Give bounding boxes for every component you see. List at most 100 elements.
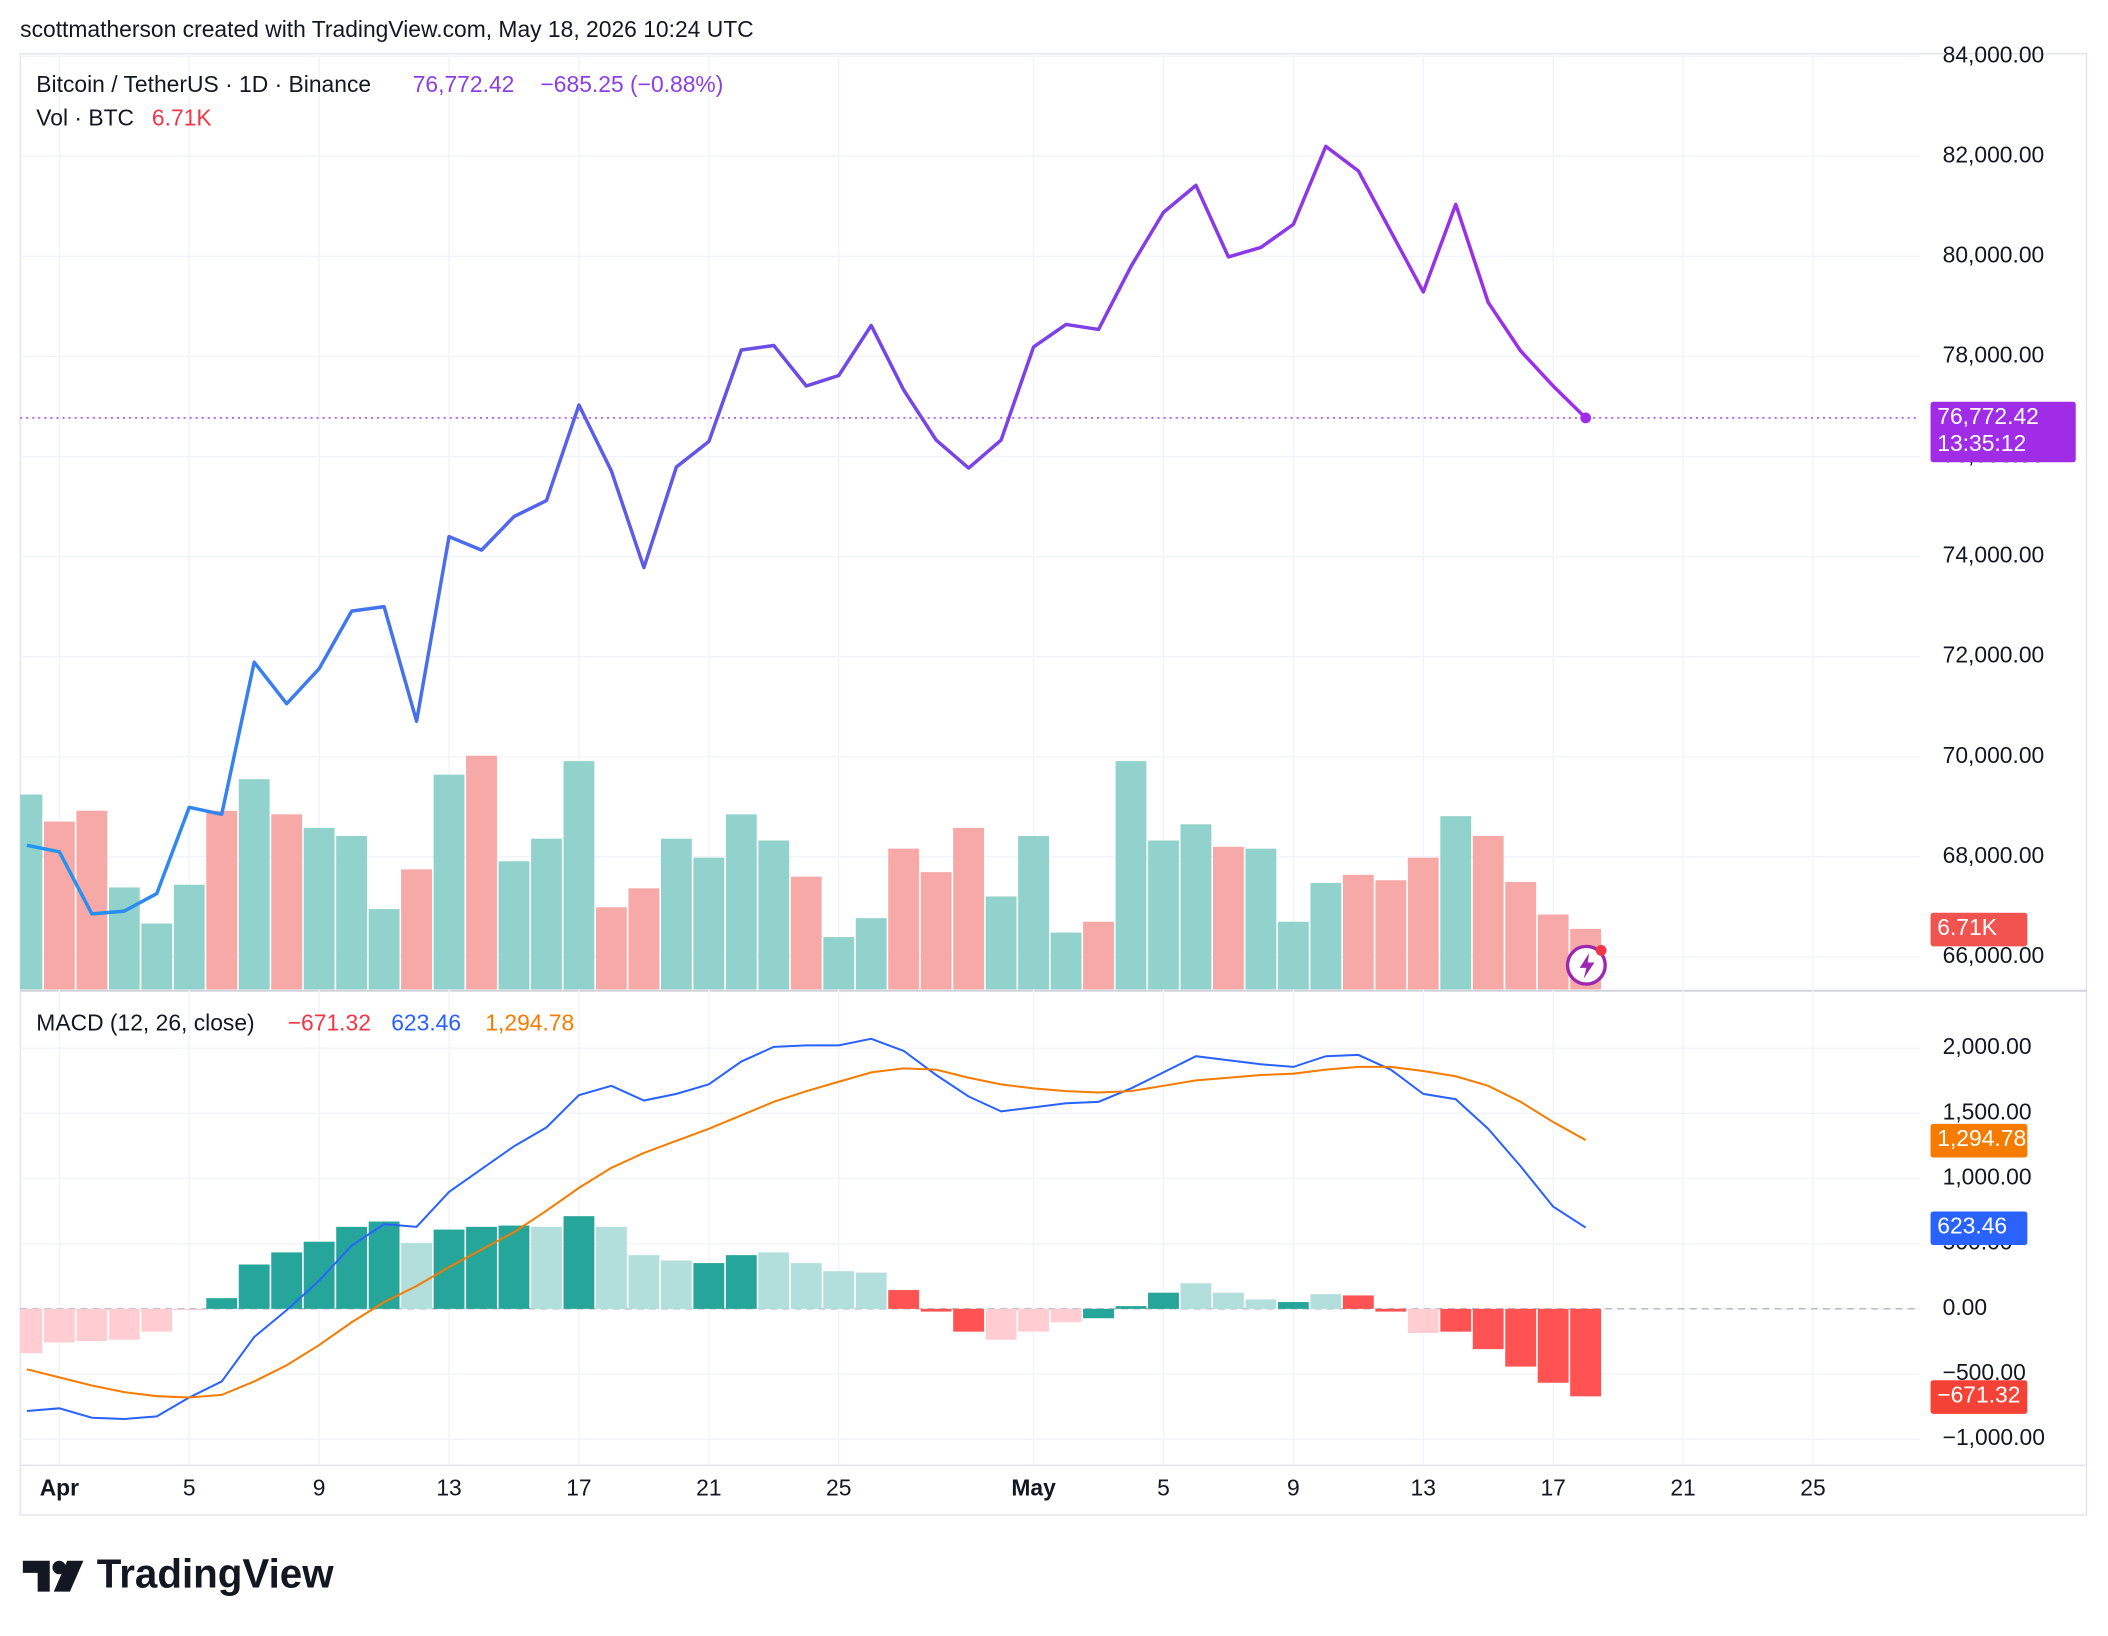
y-tick-label: −1,000.00 <box>1943 1424 2045 1450</box>
histogram-bar <box>1440 1308 1472 1332</box>
brand-name: TradingView <box>97 1551 334 1597</box>
histogram-bar <box>466 1226 497 1309</box>
histogram-bar <box>401 1243 433 1309</box>
badge-label: 1,294.78 <box>1937 1125 2026 1151</box>
volume-bar <box>1148 840 1179 990</box>
price-line <box>26 144 1587 916</box>
histogram-bar <box>1570 1308 1602 1397</box>
volume-bar <box>466 755 497 990</box>
volume-bar <box>76 810 108 990</box>
histogram-bar <box>433 1229 465 1309</box>
price-badge <box>1930 1380 2028 1414</box>
y-tick-label: 0.00 <box>1943 1294 1987 1320</box>
y-tick-label: 84,000.00 <box>1943 41 2045 67</box>
legend-close: 76,772.42 <box>413 71 515 97</box>
x-tick-label: 21 <box>1670 1475 1695 1501</box>
volume-bar <box>1440 816 1472 990</box>
macd-title: MACD (12, 26, close) <box>36 1009 254 1035</box>
y-tick-label: 1,500.00 <box>1943 1098 2032 1124</box>
legend-volume: 6.71K <box>152 105 212 131</box>
x-tick-label: May <box>1011 1475 1056 1501</box>
x-tick-label: 25 <box>1800 1475 1825 1501</box>
histogram-bar <box>1375 1308 1407 1312</box>
x-tick-label: 5 <box>183 1475 196 1501</box>
volume-bar <box>1342 874 1374 990</box>
volume-bar <box>953 827 985 990</box>
volume-bar <box>1310 882 1342 990</box>
histogram-bar <box>1505 1308 1537 1367</box>
volume-bar <box>660 838 692 990</box>
histogram-bar <box>888 1290 920 1309</box>
brand-logo: TradingView <box>22 1551 334 1597</box>
volume-bar <box>141 923 173 990</box>
histogram-bar <box>920 1308 952 1312</box>
histogram-bar <box>855 1272 887 1309</box>
histogram-bar <box>1115 1306 1147 1309</box>
x-tick-label: 21 <box>696 1475 721 1501</box>
chart-frame <box>19 53 2088 1516</box>
x-tick-label: 25 <box>826 1475 851 1501</box>
volume-bar <box>1245 848 1277 990</box>
volume-bar <box>433 774 465 990</box>
volume-bar <box>823 937 855 990</box>
volume-bar <box>888 848 920 990</box>
volume-bar <box>1407 857 1439 990</box>
symbol-title: Bitcoin / TetherUS · 1D · Binance <box>36 71 371 97</box>
histogram-bar <box>271 1252 303 1309</box>
volume-title: Vol · BTC <box>36 105 134 131</box>
volume-bar <box>1018 836 1050 990</box>
macd-line <box>26 1065 1587 1399</box>
volume-bar <box>271 814 303 990</box>
volume-bar <box>1083 921 1114 990</box>
badge-label: 623.46 <box>1937 1213 2007 1239</box>
volume-bar <box>563 761 595 990</box>
histogram-bar <box>238 1264 270 1309</box>
histogram-bar <box>790 1263 822 1309</box>
histogram-bar <box>595 1226 627 1309</box>
alert-icon[interactable] <box>1565 944 1607 986</box>
histogram-bar <box>108 1308 140 1340</box>
x-tick-label: 13 <box>1411 1475 1436 1501</box>
histogram-bar <box>1212 1292 1244 1309</box>
price-pane <box>20 144 1920 916</box>
x-tick-label: 9 <box>313 1475 326 1501</box>
histogram-bar <box>1310 1294 1342 1309</box>
histogram-bar <box>1277 1302 1309 1309</box>
x-tick-label: 9 <box>1287 1475 1300 1501</box>
volume-bar <box>1050 932 1082 990</box>
price-badge <box>1930 1123 2028 1158</box>
histogram-bar <box>303 1241 335 1309</box>
histogram-bar <box>1245 1299 1277 1309</box>
histogram-bar <box>1018 1308 1050 1332</box>
legend-macd: 623.46 <box>391 1009 461 1035</box>
volume-bar <box>1212 846 1244 990</box>
histogram-bar <box>660 1260 692 1309</box>
volume-bar <box>108 887 140 990</box>
histogram-bar <box>758 1252 790 1309</box>
volume-bar <box>1115 761 1147 990</box>
volume-bar <box>206 810 238 990</box>
volume-bar <box>401 869 433 990</box>
histogram-bar <box>531 1226 562 1309</box>
volume-bar <box>20 794 43 990</box>
price-badge <box>1930 912 2028 947</box>
x-tick-label: Apr <box>40 1475 79 1501</box>
histogram-bar <box>206 1298 238 1309</box>
volume-bar <box>531 838 562 990</box>
volume-bar <box>758 840 790 990</box>
volume-bar <box>1277 921 1309 990</box>
macd-line <box>26 1037 1587 1421</box>
histogram-bar <box>368 1221 400 1309</box>
histogram-bar <box>336 1226 368 1309</box>
badge-label: 13:35:12 <box>1937 430 2026 456</box>
volume-bar <box>855 918 887 990</box>
volume-bar <box>985 896 1017 990</box>
volume-bar <box>1537 914 1569 990</box>
histogram-bar <box>1342 1295 1374 1309</box>
y-tick-label: 72,000.00 <box>1943 642 2045 668</box>
histogram-bar <box>823 1271 855 1309</box>
volume-bar <box>595 907 627 990</box>
